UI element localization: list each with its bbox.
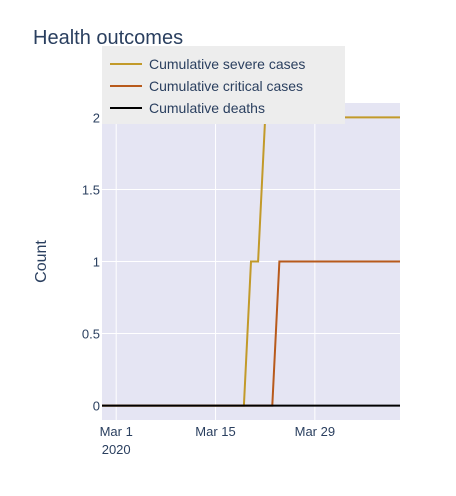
- legend-item[interactable]: Cumulative critical cases: [110, 78, 303, 94]
- legend-label: Cumulative severe cases: [149, 56, 305, 72]
- legend-item[interactable]: Cumulative severe cases: [110, 56, 305, 72]
- y-tick-label: 0: [93, 399, 100, 414]
- x-tick-label: Mar 1: [100, 424, 133, 439]
- legend-label: Cumulative critical cases: [149, 78, 303, 94]
- x-tick-year-label: 2020: [102, 442, 131, 457]
- chart-title: Health outcomes: [33, 27, 183, 49]
- x-tick-label: Mar 29: [295, 424, 335, 439]
- legend-item[interactable]: Cumulative deaths: [110, 100, 265, 116]
- y-tick-label: 1.5: [82, 182, 100, 197]
- y-axis-ticks: 0 0.5 1 1.5 2: [82, 110, 100, 413]
- y-tick-label: 2: [93, 110, 100, 125]
- legend-label: Cumulative deaths: [149, 100, 265, 116]
- legend-box: [102, 46, 345, 124]
- x-tick-label: Mar 15: [195, 424, 235, 439]
- x-axis-ticks: Mar 1 2020 Mar 15 Mar 29: [100, 424, 336, 457]
- y-tick-label: 1: [93, 255, 100, 270]
- legend[interactable]: Cumulative severe cases Cumulative critic…: [102, 46, 345, 124]
- y-axis-title: Count: [33, 240, 50, 283]
- y-tick-label: 0.5: [82, 327, 100, 342]
